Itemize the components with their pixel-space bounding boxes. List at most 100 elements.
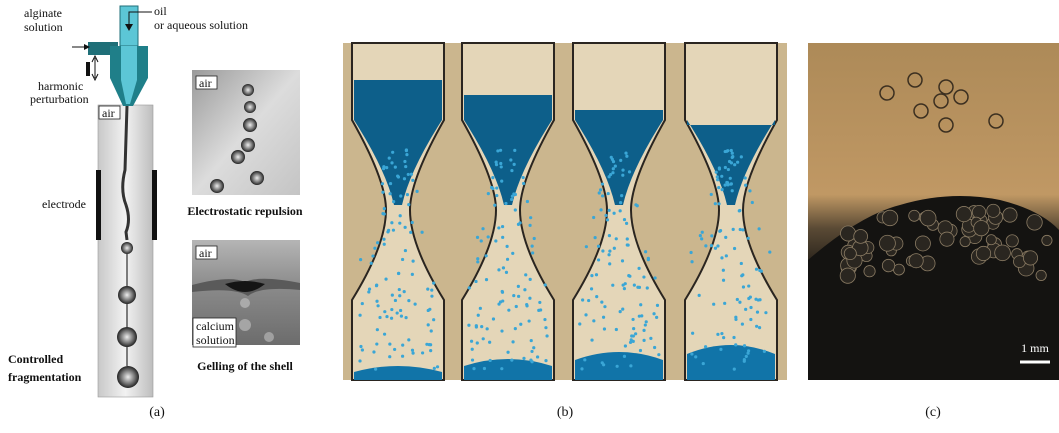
grain	[644, 250, 647, 253]
grain	[472, 367, 475, 370]
grain	[754, 298, 757, 301]
grain	[389, 192, 392, 195]
grain	[755, 268, 758, 271]
grain	[499, 149, 502, 152]
grain	[497, 226, 500, 229]
grain	[429, 343, 432, 346]
grain	[504, 202, 507, 205]
grain	[745, 355, 748, 358]
grain	[616, 365, 619, 368]
grain	[381, 182, 384, 185]
grain	[471, 348, 474, 351]
grain	[755, 325, 758, 328]
grain	[359, 258, 362, 261]
grain	[615, 328, 618, 331]
grain	[749, 296, 752, 299]
label: electrode	[42, 197, 86, 211]
grain	[634, 332, 637, 335]
bead	[879, 235, 895, 251]
grain	[698, 294, 701, 297]
label: calcium	[196, 319, 235, 333]
grain	[614, 165, 617, 168]
grain	[607, 192, 610, 195]
droplet	[117, 366, 139, 388]
grain	[383, 212, 386, 215]
grain	[626, 237, 629, 240]
grain	[411, 273, 414, 276]
grain	[723, 302, 726, 305]
grain	[476, 257, 479, 260]
label: alginate	[24, 6, 62, 20]
grain	[519, 221, 522, 224]
grain	[621, 308, 624, 311]
grain	[388, 157, 391, 160]
grain	[531, 251, 534, 254]
grain	[430, 329, 433, 332]
grain	[506, 245, 509, 248]
grain	[370, 262, 373, 265]
grain	[495, 163, 498, 166]
grain	[756, 310, 759, 313]
grain	[491, 176, 494, 179]
grain	[714, 247, 717, 250]
grain	[724, 236, 727, 239]
grain	[372, 350, 375, 353]
grain	[758, 269, 761, 272]
grain	[491, 187, 494, 190]
grain	[722, 279, 725, 282]
grain	[629, 364, 632, 367]
grain	[729, 183, 732, 186]
bead	[840, 268, 855, 283]
grain	[501, 236, 504, 239]
grain	[512, 192, 515, 195]
grain	[724, 166, 727, 169]
grain	[652, 312, 655, 315]
grain	[368, 288, 371, 291]
grain	[500, 329, 503, 332]
grain	[383, 310, 386, 313]
grain	[430, 289, 433, 292]
grain	[699, 234, 702, 237]
grain	[739, 228, 742, 231]
grain	[400, 315, 403, 318]
grain	[712, 303, 715, 306]
grain	[378, 316, 381, 319]
grain	[590, 287, 593, 290]
grain	[517, 295, 520, 298]
grain	[389, 182, 392, 185]
grain	[506, 258, 509, 261]
grain	[740, 155, 743, 158]
grain	[486, 327, 489, 330]
grain	[475, 325, 478, 328]
grain	[638, 286, 641, 289]
label: harmonic	[38, 79, 83, 93]
grain	[689, 251, 692, 254]
grain	[433, 367, 436, 370]
sand-bottom	[575, 352, 663, 380]
grain	[495, 194, 498, 197]
grain	[411, 351, 414, 354]
grain	[621, 174, 624, 177]
droplet	[118, 286, 136, 304]
caption: fragmentation	[8, 370, 82, 384]
grain	[390, 161, 393, 164]
grain	[510, 169, 513, 172]
grain	[411, 221, 414, 224]
grain	[731, 155, 734, 158]
grain	[401, 258, 404, 261]
grain	[396, 174, 399, 177]
grain	[611, 284, 614, 287]
grain	[382, 167, 385, 170]
panel-b: (b)	[343, 43, 787, 420]
grain	[421, 231, 424, 234]
grain	[524, 273, 527, 276]
scale-label: 1 mm	[1021, 341, 1049, 355]
grain	[710, 244, 713, 247]
grain	[656, 304, 659, 307]
grain	[731, 189, 734, 192]
grain	[373, 247, 376, 250]
grain	[748, 189, 751, 192]
grain	[529, 359, 532, 362]
grain	[740, 262, 743, 265]
grain	[607, 253, 610, 256]
